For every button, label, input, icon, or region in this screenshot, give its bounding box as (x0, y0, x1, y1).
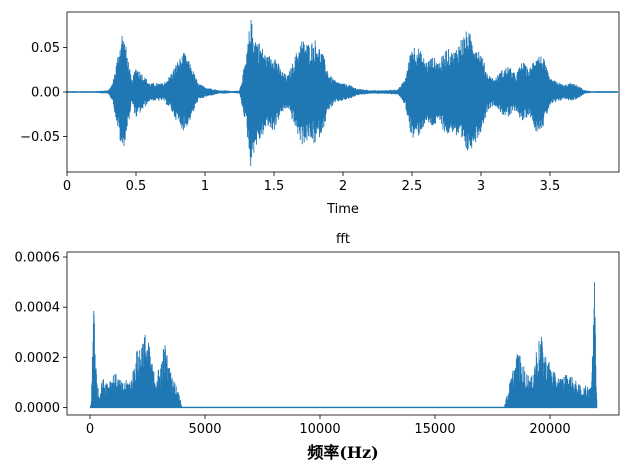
x-tick-label: 0 (63, 179, 71, 194)
x-tick-label: 3 (477, 179, 485, 194)
waveform-plot: 0 0.5 1 1.5 2 2.5 3 3.5 0.05 0.00 −0.05 Time (20, 11, 620, 217)
waveform-x-axis-label: Time (326, 202, 359, 217)
fft-plot: fft 0 5000 10000 15000 20000 0.00060.00040.0… (15, 232, 620, 462)
fft-series-line (89, 282, 598, 408)
x-tick-label: 10000 (299, 422, 340, 437)
x-tick-label: 15000 (414, 422, 455, 437)
fft-title: fft (336, 232, 350, 247)
y-tick-label: 0.0002 (15, 351, 61, 366)
x-tick-label: 2.5 (402, 179, 423, 194)
x-tick-label: 2 (339, 179, 347, 194)
x-tick-label: 0.5 (126, 179, 147, 194)
fft-x-ticks: 0 5000 10000 15000 20000 (86, 415, 571, 437)
x-tick-label: 3.5 (540, 179, 561, 194)
y-tick-label: −0.05 (20, 130, 60, 145)
waveform-axes-frame (66, 11, 620, 173)
x-tick-label: 20000 (529, 422, 570, 437)
y-tick-label: 0.05 (31, 41, 60, 56)
fft-axes-frame (66, 251, 620, 416)
x-tick-label: 5000 (188, 422, 221, 437)
waveform-y-ticks: 0.05 0.00 −0.05 (20, 41, 67, 145)
fft-spectrum (89, 282, 598, 409)
fft-y-ticks: 0.0006 0.0004 0.0002 0.0000 (15, 251, 67, 416)
x-tick-label: 0 (86, 422, 94, 437)
fft-x-axis-label: 频率(Hz) (307, 443, 378, 462)
y-tick-label: 0.0006 (15, 251, 61, 266)
x-tick-label: 1 (201, 179, 209, 194)
waveform-x-ticks: 0 0.5 1 1.5 2 2.5 3 3.5 (63, 172, 560, 194)
x-tick-label: 1.5 (264, 179, 285, 194)
y-tick-label: 0.0000 (15, 401, 61, 416)
y-tick-label: 0.0004 (15, 301, 61, 316)
y-tick-label: 0.00 (31, 86, 60, 101)
